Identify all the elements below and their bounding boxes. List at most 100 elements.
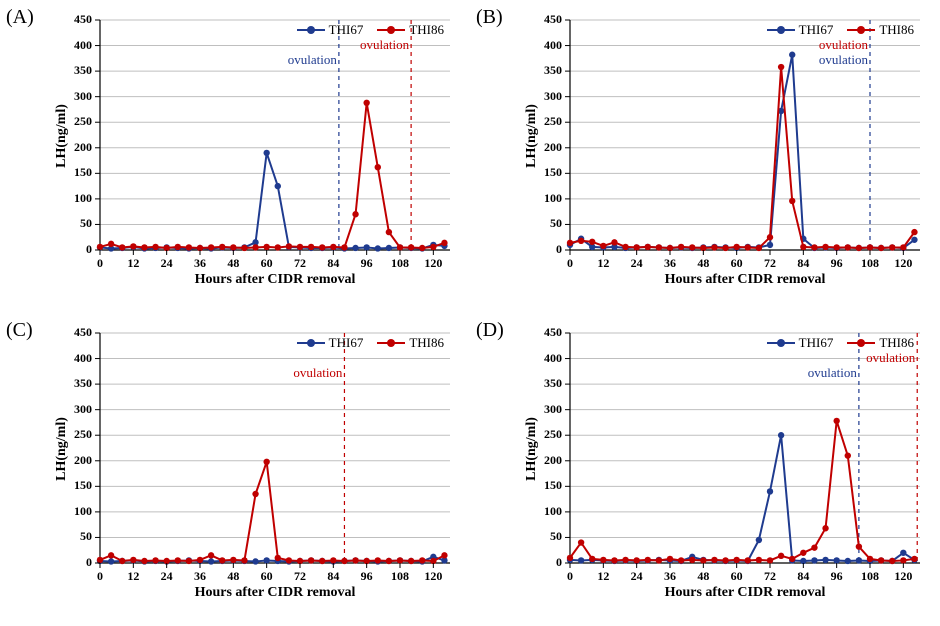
y-tick-label: 50 <box>62 529 92 544</box>
legend-label: THI67 <box>799 22 834 38</box>
series-marker <box>352 211 358 217</box>
x-axis-title: Hours after CIDR removal <box>570 272 920 288</box>
series-marker <box>889 558 895 564</box>
series-marker <box>633 557 639 563</box>
y-tick-label: 100 <box>62 191 92 206</box>
series-marker <box>152 557 158 563</box>
figure-root: (A)LH(ng/ml)0122436486072849610812005010… <box>0 0 940 626</box>
series-marker <box>319 558 325 564</box>
x-tick-label: 84 <box>321 569 345 584</box>
ovulation-label-thi86: ovulation <box>282 365 342 381</box>
series-marker <box>141 558 147 564</box>
x-tick-label: 96 <box>825 256 849 271</box>
series-marker <box>219 557 225 563</box>
chart-svg <box>100 333 450 563</box>
y-tick-label: 150 <box>532 478 562 493</box>
series-marker <box>756 557 762 563</box>
x-tick-label: 36 <box>188 256 212 271</box>
x-tick-label: 84 <box>321 256 345 271</box>
y-tick-label: 400 <box>532 38 562 53</box>
series-line-thi67 <box>570 435 914 561</box>
series-marker <box>722 245 728 251</box>
x-axis-title: Hours after CIDR removal <box>100 585 450 601</box>
x-tick-label: 84 <box>791 256 815 271</box>
series-marker <box>297 244 303 250</box>
series-marker <box>645 557 651 563</box>
panel-c: (C)LH(ng/ml)0122436486072849610812005010… <box>0 313 470 626</box>
y-tick-label: 150 <box>62 478 92 493</box>
plot-outer: LH(ng/ml)0122436486072849610812005010015… <box>510 8 930 304</box>
series-marker <box>208 244 214 250</box>
series-marker <box>375 245 381 251</box>
series-marker <box>308 557 314 563</box>
series-marker <box>230 557 236 563</box>
x-tick-label: 12 <box>591 569 615 584</box>
legend-item-thi86: THI86 <box>377 22 444 38</box>
series-marker <box>678 244 684 250</box>
y-tick-label: 300 <box>532 402 562 417</box>
series-marker <box>767 234 773 240</box>
series-marker <box>778 553 784 559</box>
series-marker <box>867 556 873 562</box>
series-marker <box>175 557 181 563</box>
series-marker <box>756 245 762 251</box>
legend-swatch <box>847 337 875 349</box>
x-axis-title: Hours after CIDR removal <box>100 272 450 288</box>
series-marker <box>789 198 795 204</box>
series-marker <box>578 557 584 563</box>
series-line-thi86 <box>100 462 444 561</box>
x-tick-label: 96 <box>825 569 849 584</box>
x-tick-label: 60 <box>255 569 279 584</box>
plot-area <box>100 333 450 563</box>
series-marker <box>208 552 214 558</box>
series-marker <box>263 150 269 156</box>
x-tick-label: 24 <box>155 256 179 271</box>
series-line-thi86 <box>570 67 914 248</box>
series-marker <box>130 243 136 249</box>
x-tick-label: 48 <box>221 569 245 584</box>
plot-outer: LH(ng/ml)0122436486072849610812005010015… <box>40 321 460 617</box>
panel-a: (A)LH(ng/ml)0122436486072849610812005010… <box>0 0 470 313</box>
plot-outer: LH(ng/ml)0122436486072849610812005010015… <box>40 8 460 304</box>
legend: THI67 THI86 <box>767 22 914 38</box>
series-marker <box>856 557 862 563</box>
legend-label: THI86 <box>409 335 444 351</box>
y-tick-label: 100 <box>532 504 562 519</box>
y-tick-label: 300 <box>532 89 562 104</box>
series-marker <box>733 244 739 250</box>
series-marker <box>878 245 884 251</box>
x-tick-label: 96 <box>355 256 379 271</box>
legend: THI67 THI86 <box>297 335 444 351</box>
legend-label: THI86 <box>879 22 914 38</box>
legend-swatch <box>767 337 795 349</box>
series-marker <box>375 557 381 563</box>
x-tick-label: 48 <box>221 256 245 271</box>
series-marker <box>319 244 325 250</box>
series-marker <box>275 183 281 189</box>
legend-item-thi67: THI67 <box>297 335 364 351</box>
ovulation-label-thi86: ovulation <box>855 350 915 366</box>
series-marker <box>689 244 695 250</box>
series-marker <box>152 244 158 250</box>
x-tick-label: 84 <box>791 569 815 584</box>
legend-label: THI86 <box>879 335 914 351</box>
series-marker <box>811 544 817 550</box>
series-marker <box>856 245 862 251</box>
series-marker <box>778 432 784 438</box>
x-tick-label: 108 <box>858 256 882 271</box>
series-marker <box>700 557 706 563</box>
y-tick-label: 350 <box>62 63 92 78</box>
series-marker <box>286 243 292 249</box>
series-marker <box>789 556 795 562</box>
y-tick-label: 450 <box>62 12 92 27</box>
series-marker <box>397 557 403 563</box>
series-marker <box>386 245 392 251</box>
x-tick-label: 0 <box>558 256 582 271</box>
x-tick-label: 48 <box>691 256 715 271</box>
x-tick-label: 0 <box>88 569 112 584</box>
y-tick-label: 50 <box>62 216 92 231</box>
series-marker <box>441 552 447 558</box>
series-marker <box>900 550 906 556</box>
series-marker <box>778 64 784 70</box>
x-tick-label: 0 <box>558 569 582 584</box>
